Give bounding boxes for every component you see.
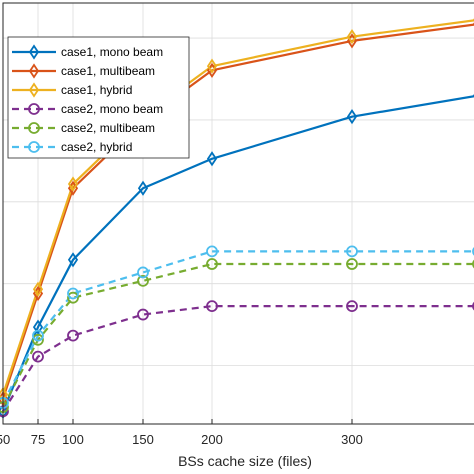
series-point — [346, 258, 358, 270]
series-point — [346, 29, 358, 45]
series-point — [206, 258, 218, 270]
series-point — [67, 287, 79, 300]
legend-label: case1, mono beam — [61, 45, 163, 59]
series-point — [32, 333, 44, 346]
legend: case1, mono beam case1, multibeam case1, h… — [7, 36, 190, 159]
series-point — [472, 301, 474, 311]
series-point — [67, 252, 79, 268]
x-tick-label: 300 — [341, 432, 363, 447]
series-point — [137, 308, 149, 321]
series-point — [67, 176, 79, 192]
series-point — [206, 151, 218, 167]
x-tick-label: 50 — [0, 432, 10, 447]
series-point — [346, 109, 358, 125]
x-tick-label: 75 — [31, 432, 45, 447]
series-point — [206, 300, 218, 313]
series-point — [137, 180, 149, 196]
series-point — [206, 58, 218, 74]
x-axis-ticks: 50 75 100 150 200 300 — [0, 419, 363, 447]
x-tick-label: 200 — [201, 432, 223, 447]
series-point — [32, 350, 44, 363]
series-point — [346, 300, 358, 313]
plot-area-border — [2, 2, 474, 425]
series-point — [472, 259, 474, 269]
x-tick-label: 100 — [62, 432, 84, 447]
series-point — [28, 103, 40, 115]
series-point — [346, 245, 358, 258]
legend-label: case2, multibeam — [61, 121, 155, 135]
series-point — [28, 63, 40, 79]
series-point — [28, 44, 40, 60]
legend-label: case1, hybrid — [61, 83, 132, 97]
series-point — [137, 274, 149, 287]
series-point — [67, 291, 79, 304]
series-line — [2, 305, 474, 412]
legend-label: case2, hybrid — [61, 140, 132, 154]
series-point — [206, 245, 218, 258]
series-point — [32, 281, 44, 297]
legend-label: case2, mono beam — [61, 102, 163, 116]
series-point — [472, 247, 474, 256]
series-point — [32, 329, 44, 342]
legend-box — [7, 36, 190, 159]
legend-label: case1, multibeam — [61, 64, 155, 78]
series-point — [28, 122, 40, 134]
legend-items: case1, mono beam case1, multibeam case1, h… — [12, 44, 163, 154]
series-point — [32, 319, 44, 335]
x-axis-label: BSs cache size (files) — [178, 453, 312, 469]
series-point — [137, 266, 149, 279]
series-point — [28, 82, 40, 98]
series-line — [1, 95, 474, 412]
x-tick-label: 150 — [132, 432, 154, 447]
series-point — [67, 329, 79, 342]
series-point — [28, 141, 40, 153]
